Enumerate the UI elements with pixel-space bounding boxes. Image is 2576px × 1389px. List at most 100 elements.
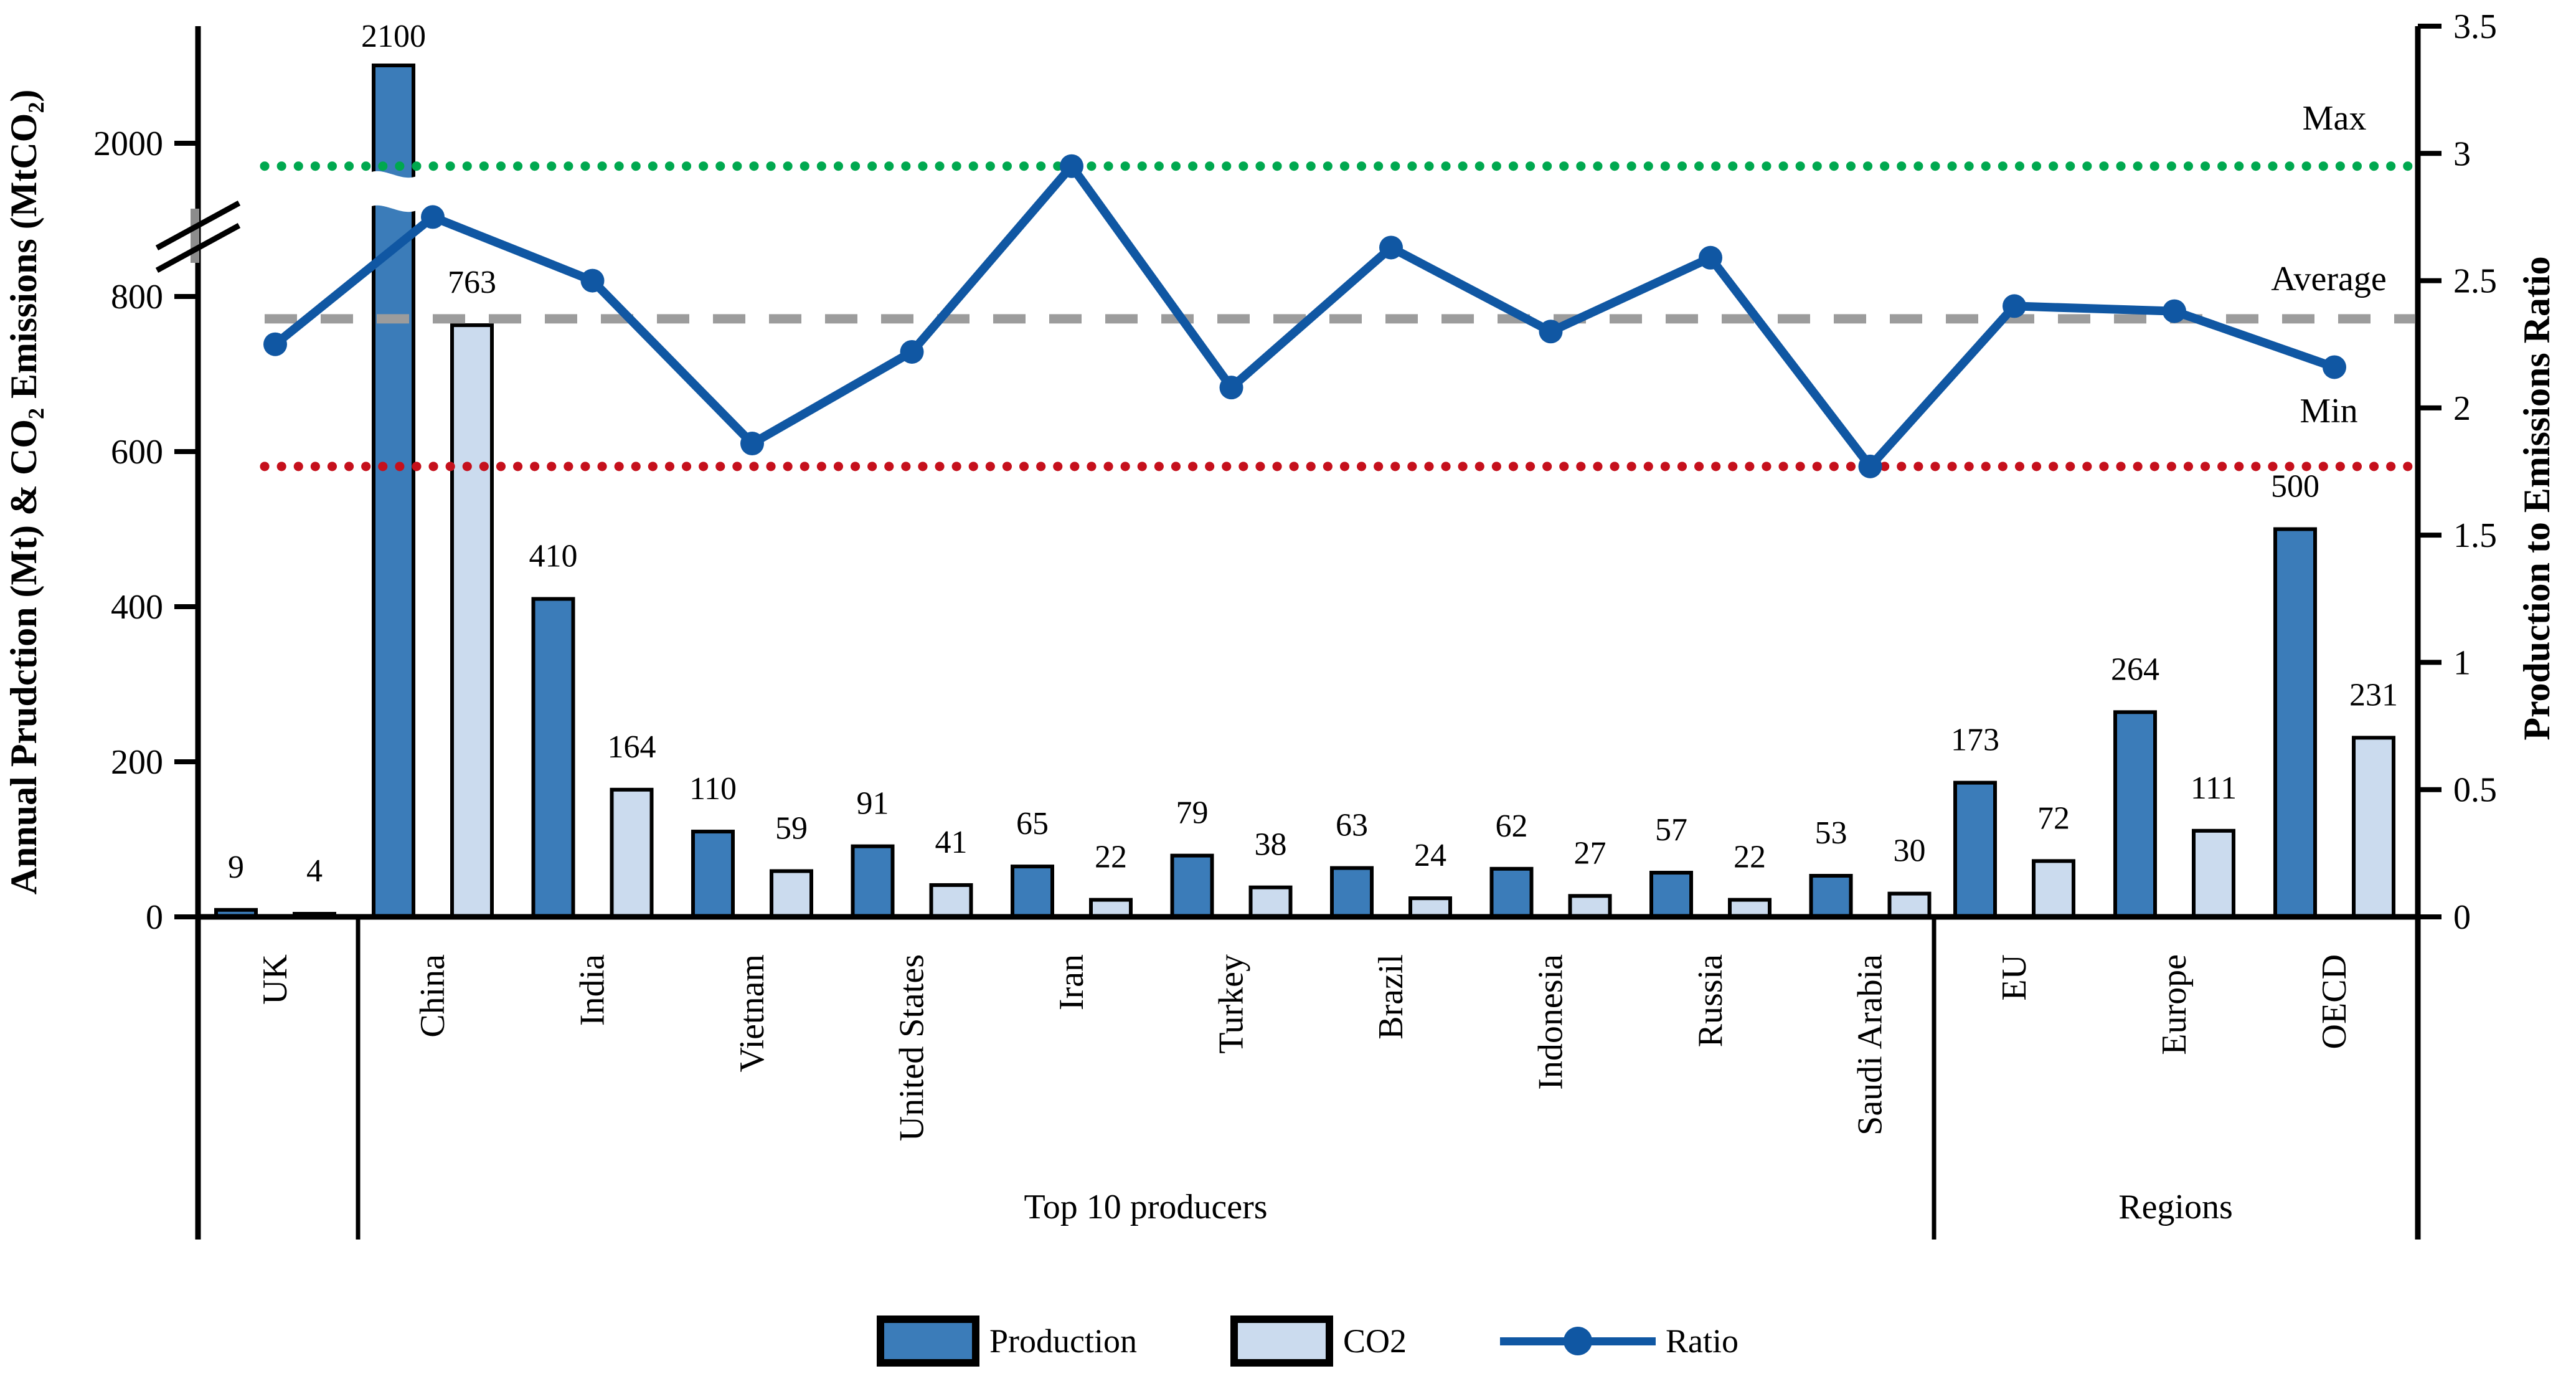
category-labels-layer: UK China India Vietnam United States Iran Turk… bbox=[256, 954, 2354, 1141]
right-axis-title: Production to Emissions Ratio bbox=[2516, 256, 2557, 740]
legend-label-ratio: Ratio bbox=[1666, 1322, 1739, 1360]
production-bar-united-states bbox=[851, 844, 895, 919]
co2-value-label-europe: 111 bbox=[2191, 770, 2237, 806]
category-label-uk: UK bbox=[256, 954, 295, 1005]
category-label-eu: EU bbox=[1995, 954, 2034, 1001]
category-label-united-states: United States bbox=[893, 954, 932, 1141]
production-value-label-united-states: 91 bbox=[857, 786, 889, 822]
co2-value-label-oecd: 231 bbox=[2349, 677, 2398, 713]
max-line-label: Max bbox=[2303, 99, 2367, 138]
co2-value-label-brazil: 24 bbox=[1414, 838, 1446, 873]
ratio-line-glyph bbox=[1500, 1327, 1656, 1355]
ratio-marker-united-states bbox=[900, 339, 924, 364]
average-line-label: Average bbox=[2271, 260, 2387, 298]
production-bar-turkey bbox=[1170, 853, 1214, 919]
co2-value-label-saudi-arabia: 30 bbox=[1894, 833, 1926, 869]
right-axis-tick-label: 3 bbox=[2453, 135, 2471, 173]
production-bar-indonesia bbox=[1489, 866, 1534, 919]
right-axis-tick-label: 0 bbox=[2453, 898, 2471, 937]
ratio-marker-india bbox=[580, 268, 605, 293]
co2-bar-united-states bbox=[929, 883, 973, 919]
co2-value-label-vietnam: 59 bbox=[775, 811, 808, 846]
left-axis-tick-label: 0 bbox=[146, 898, 163, 937]
legend-label-production: Production bbox=[989, 1322, 1137, 1360]
co2-bar-india bbox=[610, 787, 654, 919]
data-labels-layer: 9 4 2100 763 410 164 110 59 91 41 65 22 79 38 63 24 62 27… bbox=[228, 19, 2398, 889]
ratio-line bbox=[271, 161, 2339, 471]
production-value-label-saudi-arabia: 53 bbox=[1815, 815, 1847, 851]
production-bar-vietnam bbox=[691, 830, 735, 919]
production-value-label-indonesia: 62 bbox=[1496, 808, 1528, 844]
ratio-marker-uk bbox=[263, 332, 287, 356]
production-value-label-turkey: 79 bbox=[1176, 795, 1209, 831]
production-bar-russia bbox=[1649, 871, 1693, 919]
co2-value-label-turkey: 38 bbox=[1255, 827, 1287, 863]
production-bar-iran bbox=[1011, 865, 1054, 919]
co2-bar-eu bbox=[2032, 859, 2075, 919]
left-axis-tick-label: 600 bbox=[111, 433, 163, 472]
production-value-label-europe: 264 bbox=[2111, 652, 2159, 687]
production-value-label-india: 410 bbox=[529, 539, 578, 574]
category-label-brazil: Brazil bbox=[1372, 954, 1410, 1040]
co2-bar-turkey bbox=[1248, 885, 1293, 919]
co2-value-label-china: 763 bbox=[448, 265, 496, 300]
ratio-legend-marker bbox=[1564, 1327, 1593, 1355]
category-label-vietnam: Vietnam bbox=[733, 954, 771, 1072]
ratio-marker-europe bbox=[2163, 299, 2186, 323]
ratio-marker-brazil bbox=[1379, 235, 1403, 260]
legend-item-production: Production bbox=[876, 1316, 1137, 1367]
reference-lines-layer bbox=[260, 161, 2420, 472]
left-axis-tick-label: 400 bbox=[111, 588, 163, 627]
co2-value-label-indonesia: 27 bbox=[1574, 835, 1606, 871]
right-axis-tick-label: 1.5 bbox=[2453, 516, 2497, 555]
co2-value-label-uk: 4 bbox=[306, 853, 323, 889]
right-axis-tick-label: 0.5 bbox=[2453, 771, 2497, 810]
production-value-label-iran: 65 bbox=[1016, 806, 1049, 841]
left-axis-tick-label: 2000 bbox=[93, 125, 163, 163]
category-label-turkey: Turkey bbox=[1212, 954, 1251, 1054]
ratio-line-layer bbox=[263, 154, 2346, 478]
right-axis-tick-label: 3.5 bbox=[2453, 7, 2497, 46]
co2-bar-china bbox=[450, 323, 494, 919]
ratio-marker-saudi-arabia bbox=[1858, 454, 1882, 478]
production-value-label-russia: 57 bbox=[1655, 812, 1687, 848]
production-value-label-oecd: 500 bbox=[2271, 469, 2319, 505]
production-value-label-brazil: 63 bbox=[1336, 808, 1368, 843]
legend: Production CO2 Ratio bbox=[876, 1316, 1739, 1367]
bars-layer bbox=[214, 64, 2395, 919]
production-bar-brazil bbox=[1330, 866, 1374, 919]
right-axis-tick-label: 1 bbox=[2453, 643, 2471, 682]
co2-swatch bbox=[1230, 1316, 1333, 1367]
production-value-label-eu: 173 bbox=[1951, 723, 1999, 758]
right-axis-tick-label: 2.5 bbox=[2453, 262, 2497, 301]
legend-label-co2: CO2 bbox=[1342, 1322, 1407, 1360]
ratio-marker-eu bbox=[2003, 294, 2026, 318]
left-axis-tick-label: 200 bbox=[111, 743, 163, 782]
production-value-label-vietnam: 110 bbox=[689, 771, 737, 807]
category-label-iran: Iran bbox=[1052, 954, 1091, 1010]
right-axis-tick-label: 2 bbox=[2453, 389, 2471, 428]
co2-bar-europe bbox=[2192, 828, 2235, 919]
co2-bar-saudi-arabia bbox=[1887, 891, 1932, 919]
production-value-label-china: 2100 bbox=[361, 19, 426, 54]
production-value-label-uk: 9 bbox=[228, 850, 244, 885]
production-bar-eu bbox=[1953, 780, 1997, 919]
group-label-top10: Top 10 producers bbox=[1024, 1188, 1267, 1226]
co2-value-label-india: 164 bbox=[608, 729, 656, 765]
co2-value-label-eu: 72 bbox=[2037, 800, 2070, 836]
production-bar-oecd bbox=[2273, 527, 2317, 919]
co2-bar-brazil bbox=[1408, 896, 1452, 919]
category-label-europe: Europe bbox=[2155, 954, 2194, 1055]
co2-bar-vietnam bbox=[770, 869, 813, 919]
category-label-russia: Russia bbox=[1691, 954, 1730, 1047]
category-label-oecd: OECD bbox=[2315, 954, 2354, 1049]
ratio-marker-oecd bbox=[2323, 355, 2346, 379]
production-bar-europe bbox=[2113, 710, 2157, 919]
axes-layer: 0 200 400 600 800 2000 0 0.5 1 1.5 2 2.5 3 3.5 bbox=[93, 7, 2497, 1240]
ratio-marker-turkey bbox=[1219, 376, 1243, 400]
group-label-regions: Regions bbox=[2118, 1188, 2233, 1226]
ratio-marker-indonesia bbox=[1539, 320, 1563, 344]
ratio-marker-russia bbox=[1699, 245, 1722, 270]
